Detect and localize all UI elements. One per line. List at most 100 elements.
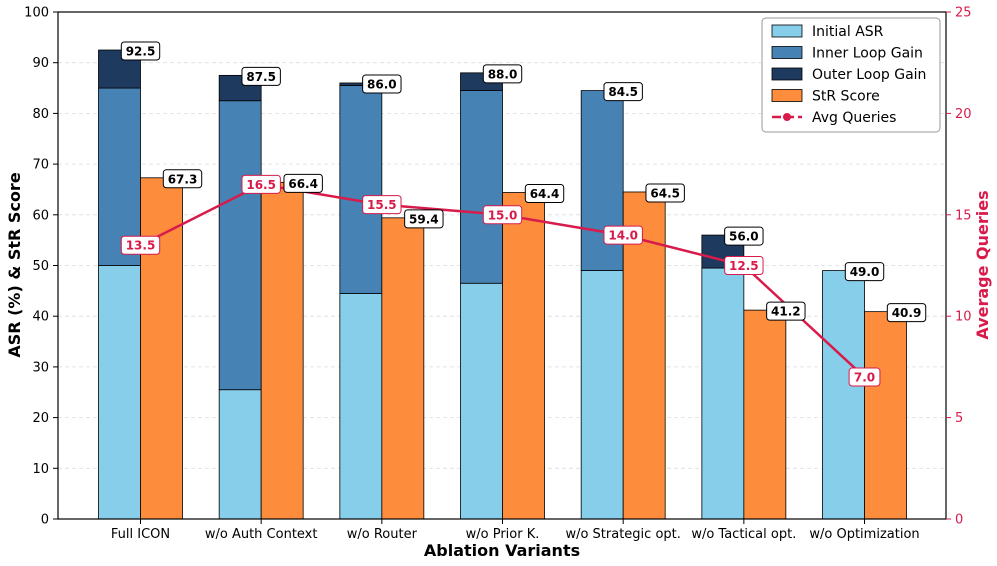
- total-asr-label-box: [603, 82, 643, 102]
- x-tick-label: w/o Prior K.: [466, 527, 540, 542]
- y-tick-label: 60: [32, 208, 49, 223]
- y-tick-label: 40: [32, 310, 49, 325]
- str-score-label: 40.9: [892, 306, 922, 320]
- str-score-label: 66.4: [288, 177, 318, 191]
- y-tick-label: 10: [32, 462, 49, 477]
- x-axis-title: Ablation Variants: [424, 541, 580, 560]
- axes-layer: 0 10 20 30 40 50 60 70 80 90 100 0 5 10 15 20 25 Full ICO…: [24, 6, 971, 543]
- str-score-label-box: [524, 183, 565, 203]
- str-score-bar: [140, 177, 183, 520]
- inner-loop-gain-bar: [218, 100, 262, 391]
- legend-swatch: [771, 24, 803, 38]
- y2-axis-title: Average Queries: [973, 190, 992, 339]
- bars-layer: [98, 49, 907, 520]
- y-tick-label: 50: [32, 259, 49, 274]
- avg-queries-label: 16.5: [246, 178, 276, 192]
- str-score-bar: [622, 191, 666, 520]
- total-asr-label: 88.0: [488, 67, 518, 81]
- avg-queries-label: 15.5: [367, 198, 397, 212]
- avg-queries-label-box: [724, 256, 764, 275]
- str-score-label: 41.2: [771, 305, 801, 319]
- avg-queries-label-box: [482, 205, 523, 225]
- str-score-label: 59.4: [409, 212, 439, 226]
- legend-label: Avg Queries: [812, 110, 896, 126]
- avg-queries-label: 14.0: [608, 229, 638, 243]
- str-score-bar: [381, 217, 425, 520]
- total-asr-label-box: [844, 262, 885, 282]
- total-asr-label-box: [724, 226, 764, 246]
- inner-loop-gain-bar: [460, 90, 503, 284]
- data-labels-layer: 92.5 67.3 87.5 66.4 86.0 59.4 88.0 64.4 84.5 64.5…: [120, 41, 927, 387]
- y-tick-label: 20: [32, 411, 49, 426]
- legend-frame: [761, 17, 941, 133]
- str-score-label-box: [886, 303, 927, 323]
- str-score-label-box: [766, 301, 806, 321]
- avg-queries-label-box: [241, 174, 281, 194]
- legend-label: Outer Loop Gain: [812, 67, 926, 83]
- x-tick-label: w/o Strategic opt.: [565, 527, 680, 542]
- legend-swatch: [771, 89, 803, 102]
- initial-asr-bar: [339, 292, 383, 520]
- avg-queries-label: 13.5: [126, 239, 156, 253]
- str-score-label: 64.5: [650, 186, 680, 200]
- str-score-label-box: [645, 183, 685, 203]
- total-asr-label: 84.5: [608, 85, 638, 99]
- str-score-label-box: [404, 209, 444, 229]
- x-tick-label: Full ICON: [111, 527, 170, 542]
- total-asr-label: 86.0: [367, 77, 397, 91]
- y2-tick-label: 0: [955, 513, 963, 528]
- legend-swatch: [771, 67, 803, 81]
- y-tick-label: 30: [32, 360, 49, 375]
- str-score-label: 67.3: [168, 172, 198, 186]
- total-asr-label-box: [362, 74, 402, 94]
- legend: Initial ASR Inner Loop Gain Outer Loop Gai…: [761, 17, 941, 133]
- total-asr-label-box: [120, 41, 161, 61]
- avg-queries-label: 12.5: [729, 259, 759, 273]
- y-tick-label: 80: [32, 107, 49, 122]
- y-tick-label: 100: [24, 6, 49, 21]
- total-asr-label-box: [241, 66, 281, 86]
- avg-queries-label-box: [603, 225, 643, 245]
- x-tick-label: w/o Router: [347, 527, 418, 542]
- str-score-bar: [502, 192, 545, 520]
- y2-tick-label: 20: [955, 107, 972, 122]
- x-tick-label: w/o Auth Context: [205, 527, 318, 542]
- legend-marker: [783, 113, 791, 121]
- initial-asr-bar: [701, 267, 745, 520]
- initial-asr-bar: [218, 389, 262, 520]
- initial-asr-bar: [460, 282, 503, 520]
- y-axis-title: ASR (%) & StR Score: [5, 172, 24, 358]
- avg-queries-label: 15.0: [488, 208, 518, 222]
- legend-label: StR Score: [812, 89, 880, 105]
- total-asr-label: 56.0: [729, 230, 759, 244]
- avg-queries-label-box: [120, 235, 161, 255]
- avg-queries-label-box: [848, 367, 881, 387]
- avg-queries-label-box: [362, 195, 402, 215]
- total-asr-label-box: [482, 64, 523, 84]
- y2-tick-label: 25: [955, 6, 972, 21]
- y2-tick-label: 5: [955, 411, 963, 426]
- total-asr-label: 87.5: [246, 70, 276, 84]
- legend-label: Inner Loop Gain: [812, 46, 923, 62]
- str-score-label-box: [162, 169, 203, 189]
- initial-asr-bar: [822, 270, 865, 520]
- str-score-bar: [864, 311, 907, 520]
- str-score-bar: [260, 181, 304, 520]
- x-tick-label: w/o Tactical opt.: [691, 527, 796, 542]
- str-score-label-box: [283, 173, 323, 193]
- total-asr-label: 92.5: [126, 45, 156, 59]
- legend-swatch: [771, 46, 803, 59]
- y-tick-label: 70: [32, 158, 49, 173]
- avg-queries-label: 7.0: [854, 371, 875, 385]
- initial-asr-bar: [98, 265, 141, 520]
- y-tick-label: 90: [32, 56, 49, 71]
- inner-loop-gain-bar: [339, 85, 383, 294]
- x-tick-label: w/o Optimization: [809, 527, 919, 542]
- initial-asr-bar: [580, 270, 624, 520]
- legend-label: Initial ASR: [812, 24, 884, 40]
- total-asr-label: 49.0: [850, 265, 880, 279]
- str-score-label: 64.4: [530, 187, 560, 201]
- y2-tick-label: 15: [955, 208, 972, 223]
- y-tick-label: 0: [41, 513, 49, 528]
